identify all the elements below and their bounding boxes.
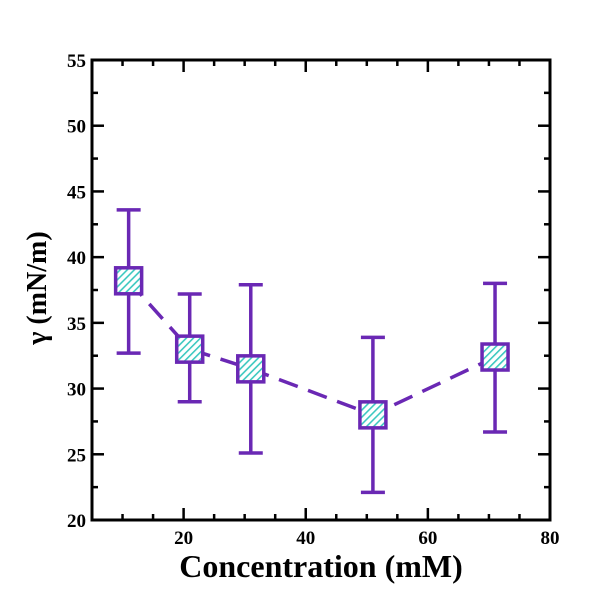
- y-tick-label: 35: [67, 314, 86, 335]
- plot-frame: [90, 58, 552, 522]
- data-point: [480, 342, 510, 372]
- x-axis-title: Concentration (mM): [179, 548, 462, 584]
- y-tick-label: 40: [67, 248, 86, 269]
- data-point: [113, 266, 144, 296]
- data-point: [174, 334, 205, 364]
- y-tick-label: 30: [67, 380, 86, 401]
- y-tick-label: 20: [67, 511, 86, 532]
- data-point: [236, 354, 266, 384]
- x-tick-label: 20: [174, 528, 193, 549]
- y-axis-title: γ (mN/m): [22, 231, 53, 345]
- data-point: [358, 400, 388, 430]
- plot-area: 20 40 60 80 20 25 30 35 40 45 50 55: [67, 51, 560, 549]
- x-tick-label: 40: [296, 528, 315, 549]
- y-tick-label: 50: [67, 117, 86, 138]
- x-tick-label: 60: [418, 528, 437, 549]
- y-tick-label: 25: [67, 445, 86, 466]
- y-tick-label: 55: [67, 51, 86, 72]
- y-tick-label: 45: [67, 182, 86, 203]
- x-tick-label: 80: [541, 528, 560, 549]
